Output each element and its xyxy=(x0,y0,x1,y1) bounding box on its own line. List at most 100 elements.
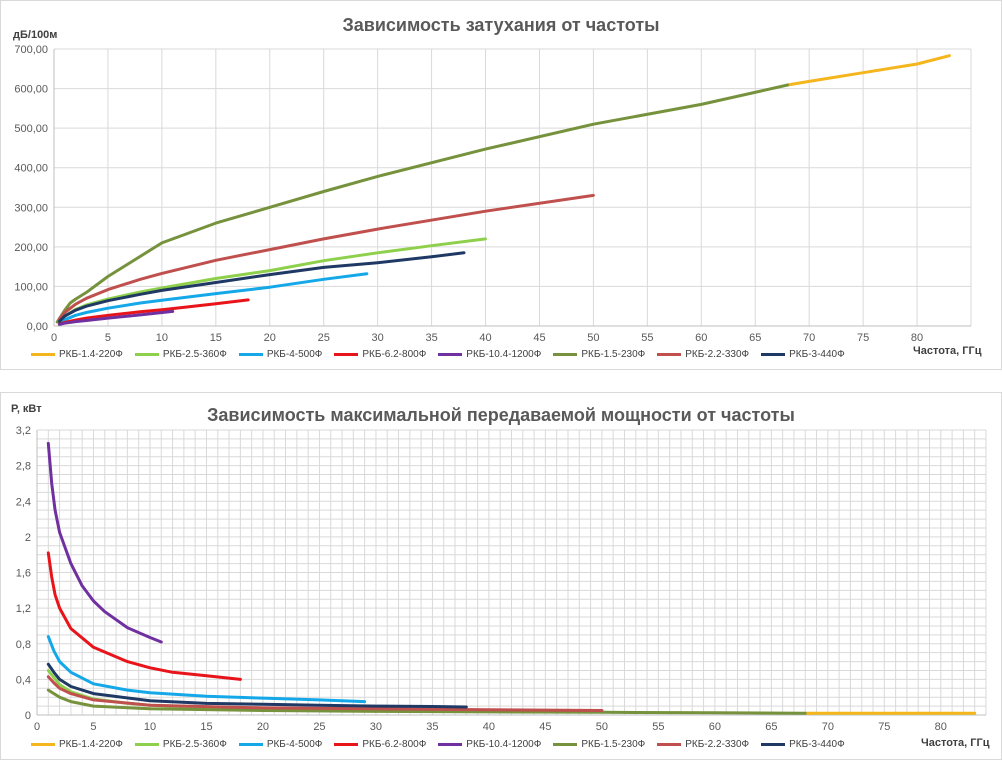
legend-item: РКБ-2.5-360Ф xyxy=(134,349,227,360)
series-line xyxy=(57,309,175,326)
x-tick-label: 55 xyxy=(641,332,653,344)
legend-swatch xyxy=(438,743,463,746)
y-tick-label: 0,8 xyxy=(16,639,31,651)
series-line xyxy=(46,551,242,681)
y-tick-label: 1,6 xyxy=(16,568,31,580)
x-tick-label: 5 xyxy=(105,332,111,344)
x-tick-label: 30 xyxy=(370,721,382,733)
y-tick-label: 200,00 xyxy=(14,242,48,254)
x-tick-label: 10 xyxy=(144,721,156,733)
legend-item: РКБ-10.4-1200Ф xyxy=(438,739,541,750)
legend-item: РКБ-3-440Ф xyxy=(761,349,845,360)
x-tick-label: 75 xyxy=(878,721,890,733)
legend-label: РКБ-1.4-220Ф xyxy=(59,739,123,750)
x-tick-label: 40 xyxy=(483,721,495,733)
y-tick-label: 0,00 xyxy=(27,321,48,333)
legend-swatch xyxy=(761,353,786,356)
x-tick-label: 60 xyxy=(695,332,707,344)
legend-swatch xyxy=(761,743,786,746)
legend-label: РКБ-1.5-230Ф xyxy=(581,349,646,360)
legend-item: РКБ-6.2-800Ф xyxy=(334,349,426,360)
legend-swatch xyxy=(31,353,55,356)
x-tick-label: 55 xyxy=(652,721,664,733)
x-tick-label: 50 xyxy=(587,332,599,344)
legend-swatch xyxy=(134,353,159,356)
legend-swatch xyxy=(134,743,159,746)
x-tick-label: 60 xyxy=(709,721,721,733)
legend-label: РКБ-3-440Ф xyxy=(789,349,845,360)
legend-swatch xyxy=(238,353,263,356)
chart-legend: РКБ-1.4-220Ф РКБ-2.5-360Ф РКБ-4-500Ф РКБ-6.… xyxy=(31,349,857,360)
y-axis-label: дБ/100м xyxy=(13,29,58,41)
legend-label: РКБ-2.2-330Ф xyxy=(685,739,750,750)
legend-item: РКБ-2.2-330Ф xyxy=(657,739,749,750)
x-tick-label: 0 xyxy=(34,721,40,733)
x-tick-label: 30 xyxy=(372,332,384,344)
legend-label: РКБ-1.4-220Ф xyxy=(59,349,123,360)
x-tick-label: 70 xyxy=(822,721,834,733)
legend-swatch xyxy=(553,743,578,746)
y-axis-label: Р, кВт xyxy=(11,403,42,415)
power-chart-panel: Зависимость максимальной передаваемой мо… xyxy=(0,392,1002,760)
legend-label: РКБ-3-440Ф xyxy=(789,739,845,750)
legend-item: РКБ-10.4-1200Ф xyxy=(438,349,541,360)
series-line xyxy=(46,441,163,644)
legend-label: РКБ-4-500Ф xyxy=(266,739,323,750)
series-line xyxy=(786,54,951,87)
legend-item: РКБ-6.2-800Ф xyxy=(334,739,426,750)
legend-label: РКБ-1.5-230Ф xyxy=(581,739,646,750)
legend-swatch xyxy=(31,743,55,746)
legend-swatch xyxy=(553,353,578,356)
x-tick-label: 80 xyxy=(911,332,923,344)
x-tick-label: 25 xyxy=(313,721,325,733)
x-axis-label: Частота, ГГц xyxy=(913,345,982,357)
series-line xyxy=(46,688,807,715)
x-tick-label: 50 xyxy=(596,721,608,733)
legend-label: РКБ-4-500Ф xyxy=(266,349,323,360)
legend-item: РКБ-1.4-220Ф xyxy=(31,739,123,750)
y-tick-label: 1,2 xyxy=(16,603,31,615)
series-line xyxy=(55,83,790,324)
legend-swatch xyxy=(657,743,682,746)
x-tick-label: 35 xyxy=(426,721,438,733)
legend-swatch xyxy=(238,743,263,746)
y-tick-label: 300,00 xyxy=(14,202,48,214)
x-tick-label: 20 xyxy=(257,721,269,733)
legend-label: РКБ-2.2-330Ф xyxy=(685,349,750,360)
x-tick-label: 20 xyxy=(264,332,276,344)
legend-item: РКБ-4-500Ф xyxy=(238,739,323,750)
y-tick-label: 2 xyxy=(25,532,31,544)
y-tick-label: 3,2 xyxy=(16,425,31,437)
y-tick-label: 2,4 xyxy=(16,496,31,508)
y-tick-label: 500,00 xyxy=(14,123,48,135)
y-tick-label: 0 xyxy=(25,710,31,722)
chart-title: Зависимость максимальной передаваемой мо… xyxy=(207,405,795,425)
legend-label: РКБ-2.5-360Ф xyxy=(162,349,227,360)
chart-legend: РКБ-1.4-220Ф РКБ-2.5-360Ф РКБ-4-500Ф РКБ-6.… xyxy=(31,739,857,750)
legend-item: РКБ-2.2-330Ф xyxy=(657,349,749,360)
series-line xyxy=(46,675,604,712)
chart-title: Зависимость затухания от частоты xyxy=(342,15,660,35)
x-axis-label: Частота, ГГц xyxy=(921,737,990,749)
legend-item: РКБ-1.5-230Ф xyxy=(553,349,645,360)
legend-item: РКБ-4-500Ф xyxy=(238,349,323,360)
x-tick-label: 10 xyxy=(156,332,168,344)
y-tick-label: 600,00 xyxy=(14,84,48,96)
x-tick-label: 70 xyxy=(803,332,815,344)
power-chart-plot: 0 0,4 0,8 1,2 1,6 2 2,4 2,8 3,2 0 5 10 15 20 25 30 35 40 4… xyxy=(16,425,987,733)
legend-label: РКБ-10.4-1200Ф xyxy=(466,739,542,750)
y-tick-label: 100,00 xyxy=(14,281,48,293)
legend-swatch xyxy=(438,353,463,356)
x-tick-label: 75 xyxy=(857,332,869,344)
y-tick-label: 400,00 xyxy=(14,163,48,175)
legend-label: РКБ-10.4-1200Ф xyxy=(466,349,542,360)
y-tick-label: 0,4 xyxy=(16,674,31,686)
y-tick-label: 2,8 xyxy=(16,461,31,473)
legend-label: РКБ-2.5-360Ф xyxy=(162,739,227,750)
legend-swatch xyxy=(334,743,359,746)
y-tick-label: 700,00 xyxy=(14,44,48,56)
x-tick-label: 80 xyxy=(935,721,947,733)
series-line xyxy=(46,662,468,709)
x-tick-label: 40 xyxy=(479,332,491,344)
x-tick-label: 35 xyxy=(425,332,437,344)
